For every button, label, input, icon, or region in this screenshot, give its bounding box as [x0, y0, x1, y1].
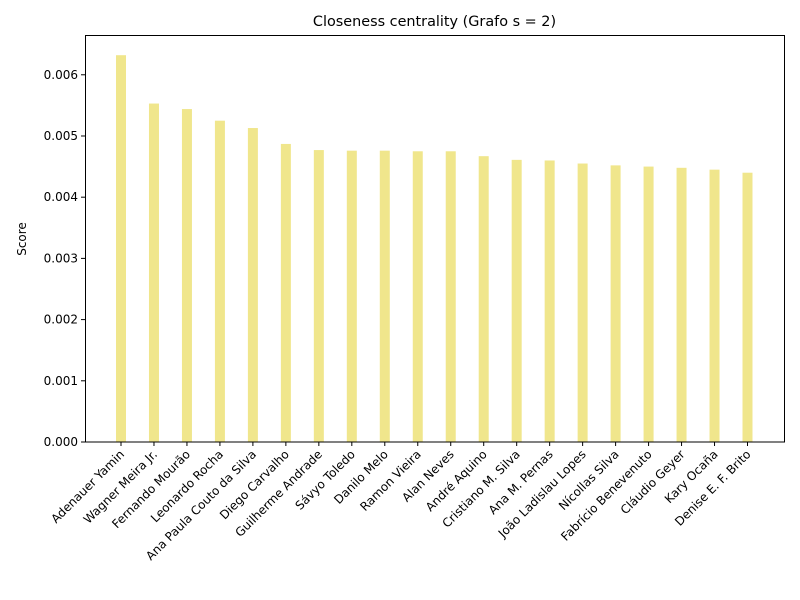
y-tick-label: 0.005: [44, 129, 78, 143]
bar: [709, 169, 720, 443]
y-axis-label: Score: [15, 222, 29, 256]
bars-group: [116, 55, 753, 443]
bar: [544, 160, 555, 442]
bar: [577, 163, 588, 443]
bar: [412, 151, 423, 443]
y-tick-label: 0.000: [44, 435, 78, 449]
bar: [643, 166, 654, 442]
bar: [676, 167, 687, 442]
bar: [214, 120, 225, 443]
bar: [247, 128, 258, 442]
bar: [313, 150, 324, 443]
y-tick-label: 0.002: [44, 313, 78, 327]
bar: [511, 159, 522, 443]
bar: [742, 172, 753, 442]
y-axis-ticks: 0.000 0.001 0.002 0.003 0.004 0.005 0.006: [44, 68, 85, 449]
bar: [181, 109, 192, 443]
bar: [445, 151, 456, 443]
bar: [116, 55, 126, 442]
y-tick-label: 0.004: [44, 190, 78, 204]
y-tick-label: 0.006: [44, 68, 78, 82]
chart-title: Closeness centrality (Grafo s = 2): [313, 14, 556, 30]
plot-frame: [85, 35, 785, 443]
bar: [280, 143, 291, 443]
bar: [346, 150, 357, 442]
bar: [610, 165, 621, 442]
bar: [379, 150, 390, 442]
y-tick-label: 0.001: [44, 374, 78, 388]
bar: [478, 156, 489, 443]
bar: [148, 103, 159, 443]
y-tick-label: 0.003: [44, 251, 78, 265]
